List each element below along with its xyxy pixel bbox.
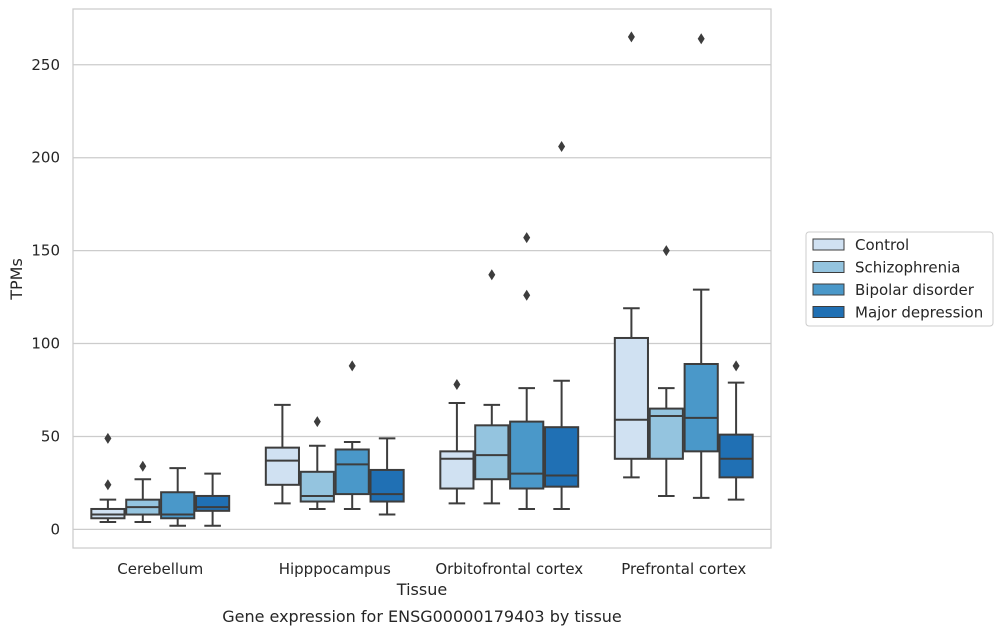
legend-frame <box>805 231 994 327</box>
box-group <box>334 360 370 510</box>
y-tick-label: 200 <box>31 149 60 167</box>
outlier-point <box>453 378 461 390</box>
box-group <box>369 437 405 516</box>
outlier-point <box>697 33 705 45</box>
box-group <box>195 472 231 527</box>
x-axis-ticks: Cerebellum Hipppocampus Orbitofrontal cort… <box>117 560 746 578</box>
box-group <box>509 232 545 510</box>
outlier-point <box>488 269 496 281</box>
outlier-point <box>523 232 531 244</box>
y-tick-label: 100 <box>31 335 60 353</box>
x-tick-label: Cerebellum <box>117 560 203 578</box>
legend-swatch <box>812 306 845 318</box>
legend-swatch <box>812 261 845 273</box>
outlier-point <box>523 289 531 301</box>
x-tick-label: Hipppocampus <box>279 560 391 578</box>
outlier-point <box>139 460 147 472</box>
y-axis-ticks: 0 50 100 150 200 250 <box>31 56 60 539</box>
box-iqr <box>683 362 719 453</box>
outlier-point <box>104 432 112 444</box>
outlier-point <box>348 360 356 372</box>
box-iqr <box>264 446 300 486</box>
box-group <box>439 378 475 505</box>
box-group <box>474 269 510 505</box>
box-group <box>544 141 580 510</box>
box-group <box>648 245 684 497</box>
box-group <box>160 467 196 527</box>
outlier-point <box>558 141 566 153</box>
y-tick-label: 150 <box>31 242 60 260</box>
box-iqr <box>509 420 545 490</box>
x-tick-label: Prefrontal cortex <box>621 560 746 578</box>
box-iqr <box>439 450 475 490</box>
y-tick-label: 0 <box>50 520 60 538</box>
plot-area-frame <box>72 8 772 549</box>
box-group <box>125 460 161 523</box>
legend-swatch <box>812 283 845 296</box>
outlier-point <box>313 416 321 428</box>
box-iqr <box>369 468 405 503</box>
box-iqr <box>299 470 335 503</box>
y-tick-label: 250 <box>31 56 60 74</box>
box-group <box>718 360 754 501</box>
outlier-point <box>627 31 635 43</box>
box-group <box>299 416 335 510</box>
box-plot-boxes <box>90 31 754 527</box>
x-tick-label: Orbitofrontal cortex <box>435 560 583 578</box>
x-axis-label: Tissue <box>396 580 447 599</box>
box-iqr <box>334 448 370 496</box>
outlier-point <box>104 479 112 491</box>
box-group <box>683 33 719 499</box>
box-iqr <box>474 424 510 481</box>
outlier-point <box>662 245 670 257</box>
legend-label: Control <box>855 236 909 254</box>
box-iqr <box>613 336 649 460</box>
box-group <box>264 403 300 505</box>
gridlines <box>73 64 771 531</box>
legend-label: Bipolar disorder <box>855 281 975 299</box>
legend-label: Major depression <box>855 304 983 322</box>
legend-label: Schizophrenia <box>855 259 960 277</box>
outlier-point <box>732 360 740 372</box>
box-iqr <box>718 433 754 479</box>
legend: Control Schizophrenia Bipolar disorder Majo… <box>805 231 994 327</box>
box-iqr <box>544 426 580 488</box>
chart-caption: Gene expression for ENSG00000179403 by t… <box>222 607 622 626</box>
box-group <box>90 432 126 523</box>
y-tick-label: 50 <box>41 427 60 445</box>
box-group <box>613 31 649 479</box>
box-iqr <box>195 494 231 512</box>
y-axis-label: TPMs <box>7 258 26 301</box>
legend-swatch <box>812 238 845 251</box>
